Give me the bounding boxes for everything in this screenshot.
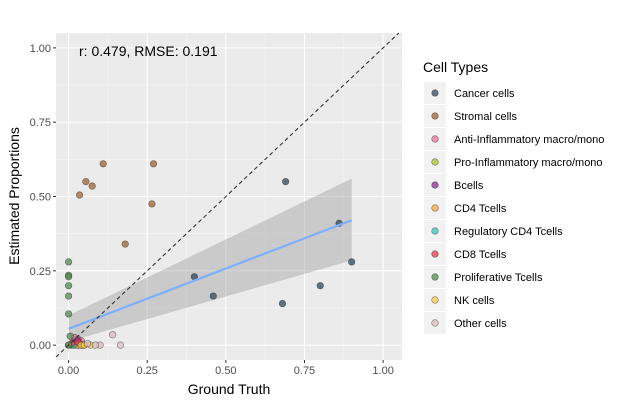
legend-label: Proliferative Tcells: [454, 272, 543, 284]
legend-title: Cell Types: [423, 59, 488, 75]
legend-label: Bcells: [454, 180, 484, 192]
data-point: [75, 191, 84, 199]
data-point: [64, 310, 73, 318]
identity-line: [55, 32, 400, 358]
legend-key: [431, 89, 439, 97]
y-tick-label: 1.00: [30, 43, 51, 55]
legend-key: [431, 227, 439, 235]
legend-key: [431, 112, 439, 120]
x-axis-title: Ground Truth: [188, 381, 271, 397]
legend-key: [431, 135, 439, 143]
data-point: [209, 292, 217, 300]
legend-key: [431, 204, 439, 212]
legend-label: Pro-Inflammatory macro/mono: [454, 157, 603, 169]
legend-label: NK cells: [454, 295, 495, 307]
legend-key: [431, 250, 439, 258]
data-point: [109, 331, 117, 339]
data-point: [82, 178, 90, 186]
data-point: [121, 240, 129, 248]
y-tick-label: 0.50: [30, 192, 51, 204]
reference-lines: [55, 32, 400, 358]
legend-label: Cancer cells: [454, 88, 515, 100]
data-point: [64, 282, 73, 290]
legend-key: [431, 158, 439, 166]
legend-label: Other cells: [454, 318, 507, 330]
data-point: [64, 273, 73, 281]
legend-key: [431, 296, 439, 304]
data-point: [149, 160, 158, 168]
legend-key: [431, 319, 439, 327]
legend-label: Regulatory CD4 Tcells: [454, 226, 563, 238]
x-tick-label: 0.50: [215, 365, 236, 377]
y-tick-label: 0.75: [30, 117, 51, 129]
data-point: [99, 160, 107, 168]
x-tick-label: 0.00: [58, 365, 79, 377]
data-points: [64, 160, 356, 349]
correlation-annotation: r: 0.479, RMSE: 0.191: [79, 43, 218, 59]
x-tick-labels: 0.00 0.25 0.50 0.75 1.00: [58, 360, 394, 377]
data-point: [64, 292, 73, 300]
y-tick-label: 0.25: [30, 266, 51, 278]
data-point: [316, 282, 324, 290]
y-tick-labels: 0.00 0.25 0.50 0.75 1.00: [30, 43, 56, 352]
legend-label: CD4 Tcells: [454, 203, 507, 215]
regression-line: [68, 219, 353, 330]
data-point: [348, 258, 356, 266]
data-point: [148, 200, 156, 208]
legend-label: CD8 Tcells: [454, 249, 507, 261]
x-tick-label: 0.75: [294, 365, 315, 377]
data-point: [64, 258, 73, 266]
legend-label: Stromal cells: [454, 111, 517, 123]
y-axis-title: Estimated Proportions: [6, 127, 22, 265]
data-point: [282, 178, 290, 186]
legend-key: [431, 181, 439, 189]
grid-lines: [56, 33, 402, 360]
data-point: [91, 341, 99, 349]
legend: Cell Types Cancer cells Stromal cells Anti…: [423, 59, 604, 334]
data-point: [88, 182, 96, 190]
x-tick-label: 0.25: [137, 365, 158, 377]
x-tick-label: 1.00: [372, 365, 393, 377]
data-point: [116, 341, 125, 349]
data-point: [83, 340, 92, 348]
legend-key: [431, 273, 439, 281]
data-point: [278, 299, 287, 308]
legend-label: Anti-Inflammatory macro/mono: [454, 134, 604, 146]
y-tick-label: 0.00: [30, 340, 51, 352]
data-point: [66, 332, 74, 340]
